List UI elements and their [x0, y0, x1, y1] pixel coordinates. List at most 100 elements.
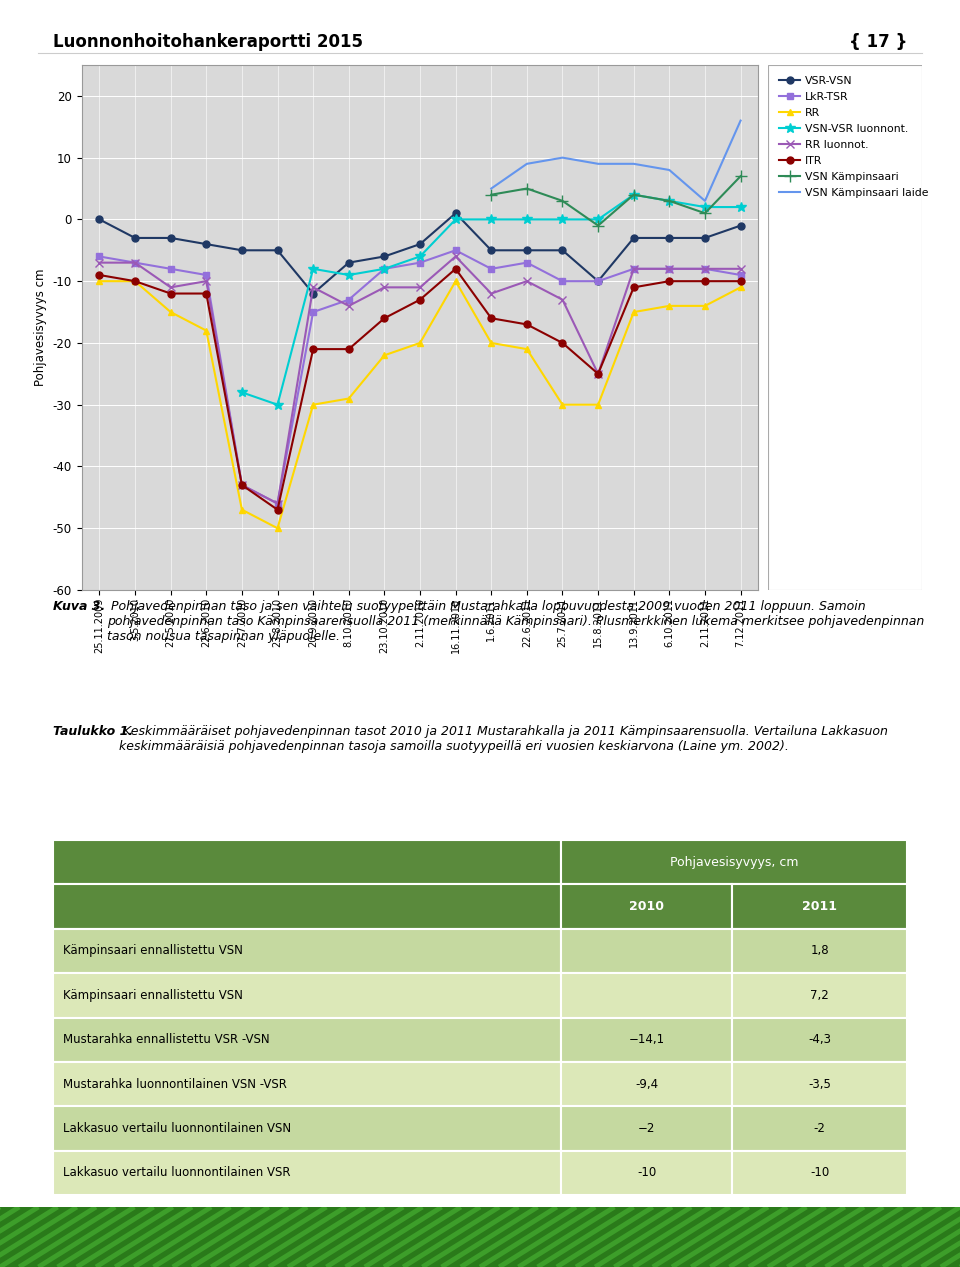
Legend: VSR-VSN, LkR-TSR, RR, VSN-VSR luonnont., RR luonnot., ITR, VSN Kämpinsaari, VSN : VSR-VSN, LkR-TSR, RR, VSN-VSR luonnont.,…	[774, 71, 934, 203]
LkR-TSR	[415, 255, 426, 270]
Line: VSN Kämpinsaari laide: VSN Kämpinsaari laide	[492, 120, 740, 201]
ITR	[130, 274, 141, 289]
Bar	[732, 884, 907, 929]
RR luonnot.	[592, 366, 604, 381]
RR luonnot.	[415, 280, 426, 295]
RR	[343, 392, 354, 407]
LkR-TSR	[307, 304, 319, 319]
RR	[450, 274, 462, 289]
VSR-VSN	[628, 231, 639, 246]
Bar	[562, 840, 907, 884]
Bar	[732, 1106, 907, 1150]
Bar	[53, 1017, 562, 1062]
VSR-VSN	[165, 231, 177, 246]
Bar	[562, 973, 732, 1017]
VSN-VSR luonnont.	[628, 188, 639, 203]
RR luonnot.	[343, 298, 354, 313]
RR	[94, 274, 106, 289]
LkR-TSR	[272, 495, 283, 511]
ITR	[592, 366, 604, 381]
Bar	[53, 884, 562, 929]
VSR-VSN	[486, 243, 497, 258]
Text: Kuva 3.: Kuva 3.	[53, 601, 105, 613]
Bar	[53, 973, 562, 1017]
LkR-TSR	[699, 261, 710, 276]
Line: LkR-TSR: LkR-TSR	[96, 247, 744, 507]
VSN-VSR luonnont.	[415, 248, 426, 264]
VSR-VSN	[130, 231, 141, 246]
Text: 7,2: 7,2	[810, 988, 829, 1002]
RR	[699, 298, 710, 313]
ITR	[201, 286, 212, 302]
VSN-VSR luonnont.	[272, 397, 283, 412]
RR	[165, 304, 177, 319]
LkR-TSR	[201, 267, 212, 283]
VSR-VSN	[557, 243, 568, 258]
RR	[272, 521, 283, 536]
Text: { 17 }: { 17 }	[849, 33, 907, 51]
ITR	[486, 310, 497, 326]
VSR-VSN	[272, 243, 283, 258]
Text: Kämpinsaari ennallistettu VSN: Kämpinsaari ennallistettu VSN	[63, 944, 243, 958]
RR luonnot.	[734, 261, 746, 276]
Text: Pohjavesisyvyys, cm: Pohjavesisyvyys, cm	[670, 855, 799, 869]
RR luonnot.	[663, 261, 675, 276]
RR luonnot.	[521, 274, 533, 289]
Text: Keskimmääräiset pohjavedenpinnan tasot 2010 ja 2011 Mustarahkalla ja 2011 Kämpin: Keskimmääräiset pohjavedenpinnan tasot 2…	[119, 725, 887, 753]
VSR-VSN	[592, 274, 604, 289]
Text: -10: -10	[810, 1167, 829, 1180]
Bar	[562, 1062, 732, 1106]
LkR-TSR	[165, 261, 177, 276]
VSR-VSN	[415, 237, 426, 252]
VSN Kämpinsaari laide	[557, 150, 568, 165]
Bar	[562, 929, 732, 973]
VSN Kämpinsaari	[486, 188, 497, 203]
LkR-TSR	[130, 255, 141, 270]
Bar	[53, 1062, 562, 1106]
ITR	[415, 293, 426, 308]
Bar	[732, 1017, 907, 1062]
VSN-VSR luonnont.	[592, 212, 604, 227]
LkR-TSR	[343, 293, 354, 308]
VSN-VSR luonnont.	[378, 261, 390, 276]
VSR-VSN	[343, 255, 354, 270]
VSR-VSN	[201, 237, 212, 252]
LkR-TSR	[521, 255, 533, 270]
LkR-TSR	[734, 267, 746, 283]
LkR-TSR	[592, 274, 604, 289]
ITR	[307, 342, 319, 357]
Text: 2010: 2010	[629, 900, 664, 914]
VSR-VSN	[521, 243, 533, 258]
VSR-VSN	[236, 243, 248, 258]
RR	[557, 397, 568, 412]
VSR-VSN	[378, 248, 390, 264]
ITR	[236, 478, 248, 493]
RR luonnot.	[236, 478, 248, 493]
ITR	[663, 274, 675, 289]
Bar	[732, 929, 907, 973]
RR	[592, 397, 604, 412]
Text: Luonnonhoitohankeraportti 2015: Luonnonhoitohankeraportti 2015	[53, 33, 363, 51]
Text: Pohjavedenpinnan taso ja sen vaihtelu suotyypeittäin Mustarahkalla loppuvuodesta: Pohjavedenpinnan taso ja sen vaihtelu su…	[107, 601, 924, 642]
Y-axis label: Pohjavesisyvyys cm: Pohjavesisyvyys cm	[34, 269, 47, 386]
Line: RR: RR	[96, 277, 744, 532]
RR luonnot.	[130, 255, 141, 270]
VSN Kämpinsaari laide	[628, 156, 639, 171]
LkR-TSR	[450, 243, 462, 258]
LkR-TSR	[94, 248, 106, 264]
Text: Lakkasuo vertailu luonnontilainen VSR: Lakkasuo vertailu luonnontilainen VSR	[63, 1167, 291, 1180]
Bar	[53, 1150, 562, 1195]
RR	[415, 336, 426, 351]
LkR-TSR	[236, 478, 248, 493]
VSR-VSN	[307, 286, 319, 302]
ITR	[94, 267, 106, 283]
Bar	[732, 1062, 907, 1106]
LkR-TSR	[378, 261, 390, 276]
VSR-VSN	[663, 231, 675, 246]
VSN-VSR luonnont.	[450, 212, 462, 227]
ITR	[734, 274, 746, 289]
RR	[201, 323, 212, 338]
RR	[486, 336, 497, 351]
ITR	[557, 336, 568, 351]
Line: VSN-VSR luonnont.: VSN-VSR luonnont.	[237, 190, 746, 409]
